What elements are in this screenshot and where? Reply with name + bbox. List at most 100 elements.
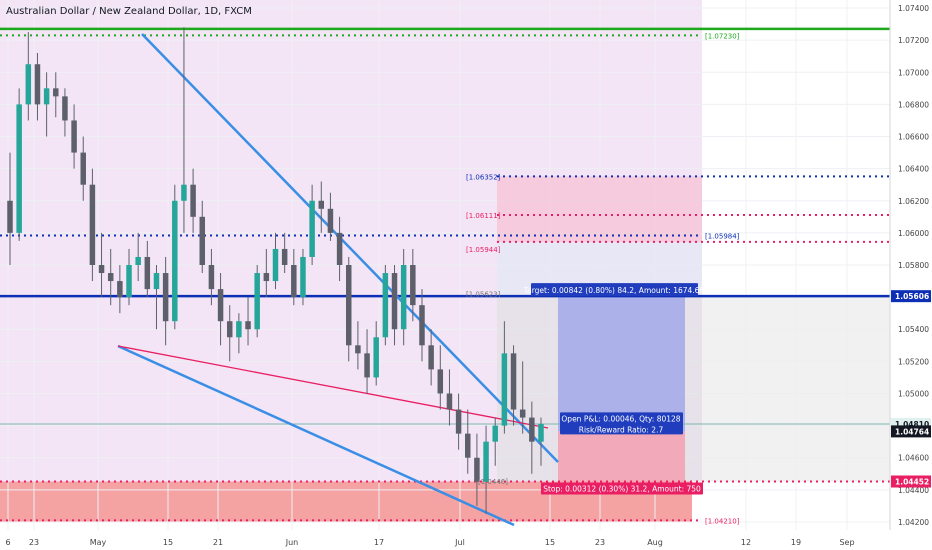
candle-body-21	[199, 216, 206, 265]
x-tick-label-12: 19	[791, 538, 801, 547]
y-tick-label-16: 1.04200	[898, 518, 929, 527]
candle-body-58	[538, 424, 544, 442]
grid-layer	[0, 0, 890, 530]
x-tick-label-0: 6	[5, 538, 10, 547]
badge-horizontal: 1.05606	[895, 292, 929, 301]
candle-body-1	[16, 104, 22, 233]
candle-body-10	[98, 265, 105, 274]
badge-horizontal-bg	[891, 290, 931, 303]
level-label-2: [1.06111]	[466, 212, 501, 220]
candle-body-26	[245, 321, 251, 330]
y-tick-label-11: 1.05200	[898, 357, 929, 366]
badge-stop-bg	[891, 475, 931, 488]
candle-body-29	[272, 248, 279, 282]
badge-stop: 1.04452	[895, 477, 929, 486]
candle-body-16	[153, 273, 160, 290]
candle-body-13	[126, 265, 132, 298]
y-tick-label-4: 1.06600	[898, 133, 929, 142]
candle-body-57	[529, 417, 535, 442]
candle-body-9	[89, 184, 96, 265]
candle-body-49	[455, 409, 462, 434]
candle-body-14	[135, 256, 141, 265]
y-tick-label-2: 1.07000	[898, 68, 929, 77]
open-pnl-label: Open P&L: 0.00046, Qty: 80128	[561, 414, 680, 423]
candle-body-20	[190, 184, 196, 217]
x-tick-label-3: 15	[163, 538, 173, 547]
x-tick-label-7: Jul	[454, 538, 465, 547]
candle-body-36	[336, 232, 343, 265]
pink-midline[interactable]	[117, 345, 549, 429]
badge-prior-bg	[891, 425, 931, 438]
candle-body-25	[236, 321, 242, 338]
candle-body-28	[263, 273, 270, 282]
y-tick-label-10: 1.05400	[898, 325, 929, 334]
x-tick-label-13: Sep	[839, 538, 854, 547]
stop-label: Stop: 0.00312 (0.30%) 31.2, Amount: 750	[543, 484, 701, 493]
y-tick-label-6: 1.06200	[898, 197, 929, 206]
candle-body-27	[254, 273, 260, 330]
level-label-3: [1.05984]	[705, 232, 740, 240]
candle-body-40	[373, 337, 379, 378]
y-tick-label-7: 1.06000	[898, 229, 929, 238]
candle-body-8	[80, 152, 86, 185]
candle-body-3	[34, 64, 41, 105]
level-label-7: [1.04210]	[705, 517, 740, 525]
x-tick-label-5: Jun	[285, 538, 299, 547]
candle-body-7	[71, 120, 77, 153]
drawing-lines-layer[interactable]	[0, 27, 890, 527]
candle-body-50	[465, 433, 471, 458]
x-tick-label-4: 21	[213, 538, 223, 547]
candle-body-43	[400, 265, 407, 330]
candle-body-48	[446, 393, 453, 410]
y-tick-label-3: 1.06800	[898, 100, 929, 109]
candle-body-47	[437, 369, 444, 394]
candle-body-41	[382, 273, 389, 338]
candle-body-38	[355, 345, 361, 354]
y-tick-label-1: 1.07200	[898, 36, 929, 45]
target-range-box	[558, 296, 685, 432]
candle-body-32	[300, 256, 306, 298]
target-label: Target: 0.00842 (0.80%) 84.2, Amount: 16…	[523, 286, 705, 295]
candle-body-18	[172, 200, 178, 322]
candle-body-53	[492, 425, 498, 442]
candle-body-2	[25, 64, 32, 105]
symbol-title: Australian Dollar / New Zealand Dollar, …	[6, 6, 252, 17]
risk-reward-label: Risk/Reward Ratio: 2.7	[579, 425, 664, 434]
x-tick-label-10: Aug	[647, 538, 663, 547]
y-tick-label-0: 1.07400	[898, 4, 929, 13]
zones-layer	[497, 176, 890, 482]
candle-body-5	[53, 88, 59, 97]
y-tick-label-8: 1.05800	[898, 261, 929, 270]
stop-range-box	[558, 431, 685, 482]
time-axis[interactable]: 6 23 May 15 21 Jun 17 Jul 15 23 Aug 12 19 Sep	[5, 538, 854, 547]
candle-body-55	[510, 353, 517, 410]
candle-body-44	[410, 265, 416, 306]
target-box	[531, 283, 698, 297]
candle-body-19	[181, 184, 187, 201]
candles-layer	[7, 27, 544, 514]
upper-trendline[interactable]	[141, 33, 559, 463]
candle-body-46	[428, 345, 434, 370]
candle-body-51	[474, 457, 480, 482]
level-label-6: [1.0446]	[478, 478, 508, 486]
lower-trendline[interactable]	[117, 344, 515, 527]
price-axis[interactable]: 1.07400 1.07200 1.07000 1.06800 1.06600 1.064…	[889, 0, 931, 530]
candle-body-31	[291, 265, 297, 298]
candle-body-56	[519, 409, 526, 418]
candle-body-12	[117, 281, 123, 298]
candle-body-37	[345, 265, 352, 346]
level-label-1: [1.06352]	[466, 173, 501, 181]
candle-body-22	[208, 265, 215, 290]
level-label-0: [1.07230]	[705, 32, 740, 40]
x-tick-label-9: 23	[595, 538, 605, 547]
candle-body-54	[501, 353, 508, 426]
y-tick-label-14: 1.04600	[898, 454, 929, 463]
y-tick-label-15: 1.04400	[898, 486, 929, 495]
badge-current: 1.04810	[895, 420, 929, 429]
candle-body-17	[162, 273, 169, 322]
x-tick-label-1: 23	[29, 538, 39, 547]
y-tick-label-5: 1.06400	[898, 165, 929, 174]
candle-body-30	[281, 248, 288, 265]
y-tick-label-12: 1.05000	[898, 389, 929, 398]
